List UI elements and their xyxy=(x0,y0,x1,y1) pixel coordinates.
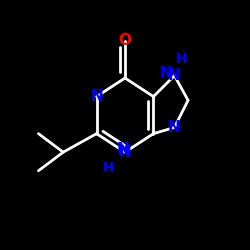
Text: N: N xyxy=(116,142,129,157)
Text: N: N xyxy=(159,66,172,80)
Text: O: O xyxy=(118,34,132,48)
Text: N: N xyxy=(168,68,181,83)
Text: N: N xyxy=(90,89,103,104)
Text: H: H xyxy=(103,161,115,175)
Text: H: H xyxy=(176,52,188,66)
Text: N: N xyxy=(119,145,132,160)
Text: N: N xyxy=(168,120,181,135)
